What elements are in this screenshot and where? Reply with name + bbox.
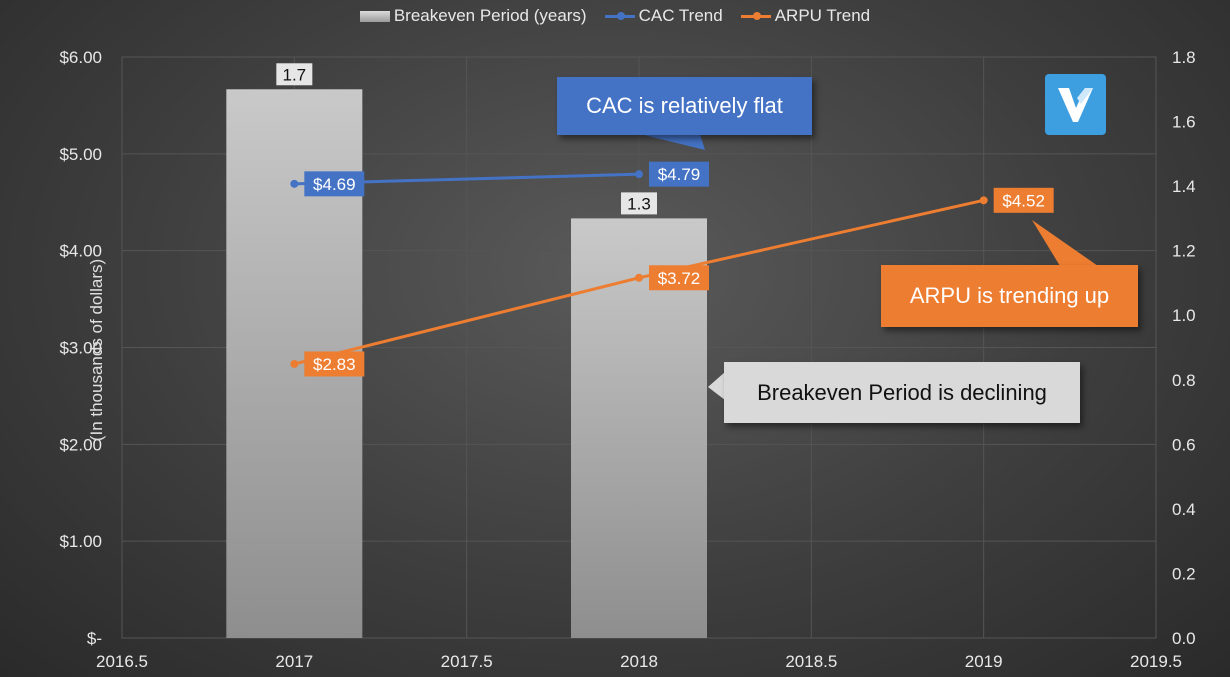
y-right-tick-label: 1.4 [1172, 177, 1196, 196]
point-data-label: $2.83 [313, 355, 356, 374]
y-left-tick-label: $3.00 [59, 339, 102, 358]
callout-pointer-breakeven [708, 372, 725, 400]
legend-swatch-bar [359, 10, 390, 22]
y-axis-title: (In thousands of dollars) [87, 258, 107, 442]
y-left-tick-label: $- [87, 629, 102, 648]
x-tick-label: 2019.5 [1130, 652, 1182, 671]
y-left-tick-label: $2.00 [59, 435, 102, 454]
bar-data-label: 1.3 [627, 194, 651, 213]
x-tick-label: 2017 [275, 652, 313, 671]
x-tick-label: 2018 [620, 652, 658, 671]
point-data-label: $3.72 [658, 269, 701, 288]
y-right-tick-label: 1.2 [1172, 242, 1196, 261]
point-data-label: $4.52 [1002, 191, 1045, 210]
bar-label-box [276, 63, 313, 86]
legend-item-cac: CAC Trend [604, 6, 723, 26]
point-label-box [649, 265, 709, 291]
callout-pointer-cac [640, 134, 705, 150]
legend-label-arpu: ARPU Trend [774, 6, 871, 25]
y-right-tick-label: 0.6 [1172, 435, 1196, 454]
v-logo-icon [1045, 74, 1106, 135]
series-point [290, 359, 299, 368]
series-point [290, 179, 299, 188]
y-left-tick-label: $5.00 [59, 145, 102, 164]
annotation-breakeven: Breakeven Period is declining [724, 362, 1080, 423]
x-tick-label: 2016.5 [96, 652, 148, 671]
legend-label-breakeven: Breakeven Period (years) [393, 6, 587, 25]
point-label-box [304, 351, 365, 377]
point-label-box [304, 171, 365, 197]
annotation-cac: CAC is relatively flat [557, 77, 812, 135]
point-data-label: $4.79 [658, 165, 701, 184]
legend-swatch-cac [604, 12, 635, 20]
legend-item-arpu: ARPU Trend [740, 6, 871, 26]
bar-data-label: 1.7 [283, 65, 307, 84]
y-left-tick-label: $4.00 [59, 242, 102, 261]
legend: Breakeven Period (years) CAC Trend ARPU … [0, 6, 1230, 26]
legend-swatch-arpu [740, 12, 771, 20]
y-right-tick-label: 0.4 [1172, 500, 1196, 519]
legend-label-cac: CAC Trend [638, 6, 723, 25]
point-data-label: $4.69 [313, 175, 356, 194]
y-right-tick-label: 1.6 [1172, 113, 1196, 132]
y-left-tick-label: $6.00 [59, 48, 102, 67]
x-tick-label: 2017.5 [441, 652, 493, 671]
y-right-tick-label: 0.8 [1172, 371, 1196, 390]
series-point [635, 170, 643, 179]
point-label-box [993, 187, 1054, 213]
legend-item-breakeven: Breakeven Period (years) [359, 6, 587, 26]
annotation-arpu: ARPU is trending up [881, 265, 1138, 327]
x-tick-label: 2019 [965, 652, 1003, 671]
y-right-tick-label: 1.8 [1172, 48, 1196, 67]
y-left-tick-label: $1.00 [59, 532, 102, 551]
series-point [635, 273, 643, 282]
y-right-tick-label: 0.2 [1172, 564, 1196, 583]
y-right-tick-label: 0.0 [1172, 629, 1196, 648]
bar-label-box [621, 192, 657, 215]
series-point [979, 196, 988, 205]
callout-pointer-arpu [1032, 220, 1098, 266]
x-tick-label: 2018.5 [785, 652, 837, 671]
y-right-tick-label: 1.0 [1172, 306, 1196, 325]
point-label-box [649, 161, 709, 187]
